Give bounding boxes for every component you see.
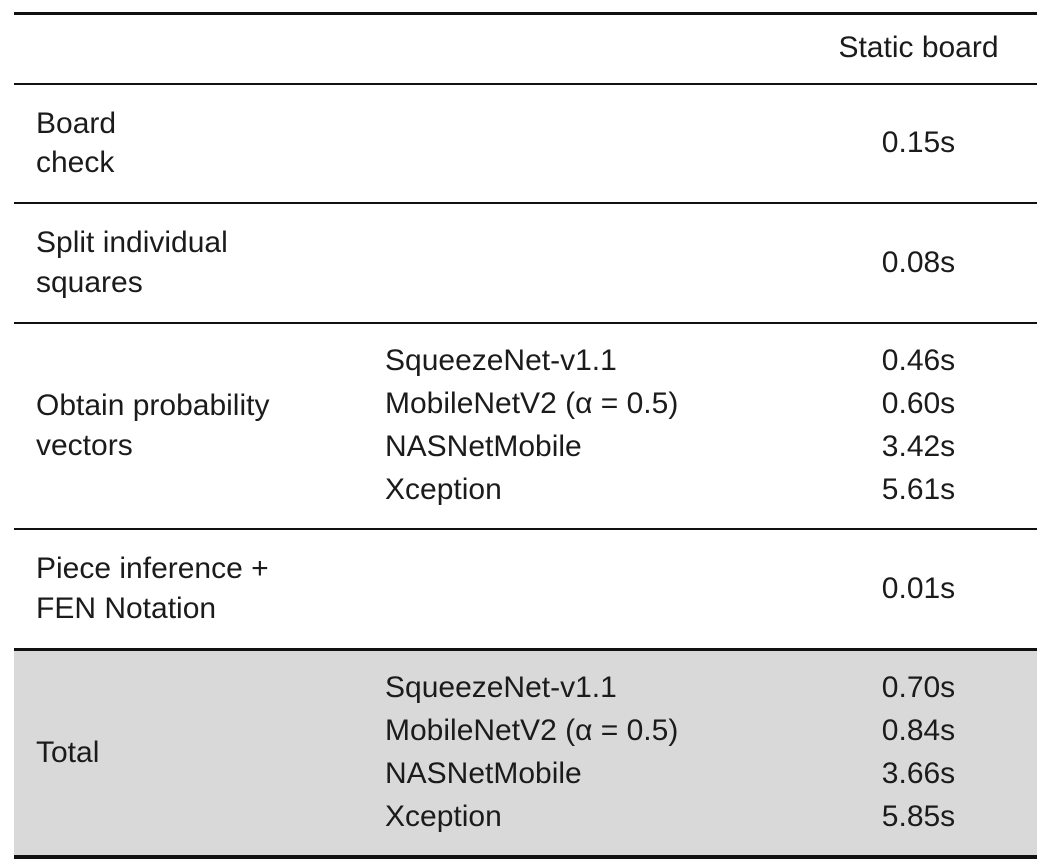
table-header-row: Static board [14, 13, 1037, 84]
empty-header-cell [14, 14, 385, 84]
model-cell-empty [385, 529, 800, 649]
model-name: Xception [385, 799, 502, 833]
column-header-static-board: Static board [838, 31, 999, 65]
step-label: Piece inference + FEN Notation [36, 552, 269, 625]
step-label: Board check [36, 106, 117, 180]
time-value: 3.42s [881, 430, 956, 464]
static-board-timing-table: Static board Board check 0.15s Split ind… [14, 12, 1037, 859]
time-value: 0.70s [881, 670, 956, 704]
table-row-total: Total SqueezeNet-v1.1 MobileNetV2 (α = 0… [14, 649, 1037, 857]
time-value: 0.46s [881, 344, 956, 378]
time-value: 5.85s [881, 799, 956, 833]
step-label: Split individual squares [36, 226, 228, 300]
table-row-board-check: Board check 0.15s [14, 83, 1037, 204]
time-value: 0.60s [881, 387, 956, 421]
time-value: 0.84s [881, 713, 956, 747]
empty-header-cell [385, 14, 800, 84]
time-value: 0.08s [881, 245, 956, 279]
model-name: NASNetMobile [385, 430, 582, 464]
time-list: 0.46s 0.60s 3.42s 5.61s [800, 323, 1037, 529]
model-list: SqueezeNet-v1.1 MobileNetV2 (α = 0.5) NA… [385, 649, 800, 857]
step-label: Total [36, 735, 100, 769]
model-name: Xception [385, 473, 502, 507]
model-name: MobileNetV2 (α = 0.5) [385, 387, 679, 421]
time-value: 0.01s [881, 571, 956, 605]
model-name: MobileNetV2 (α = 0.5) [385, 713, 679, 747]
time-list: 0.70s 0.84s 3.66s 5.85s [800, 649, 1037, 857]
time-value: 0.15s [881, 125, 956, 159]
table-row-piece-inference: Piece inference + FEN Notation 0.01s [14, 529, 1037, 649]
table-row-probability-vectors: Obtain probability vectors SqueezeNet-v1… [14, 323, 1037, 529]
model-name: NASNetMobile [385, 756, 582, 790]
model-name: SqueezeNet-v1.1 [385, 670, 617, 704]
table-row-split-squares: Split individual squares 0.08s [14, 203, 1037, 323]
timing-table: Static board Board check 0.15s Split ind… [14, 12, 1037, 859]
time-value: 3.66s [881, 756, 956, 790]
model-cell-empty [385, 203, 800, 323]
time-value: 5.61s [881, 473, 956, 507]
model-cell-empty [385, 84, 800, 204]
model-name: SqueezeNet-v1.1 [385, 344, 617, 378]
step-label: Obtain probability vectors [36, 389, 270, 463]
model-list: SqueezeNet-v1.1 MobileNetV2 (α = 0.5) NA… [385, 323, 800, 529]
